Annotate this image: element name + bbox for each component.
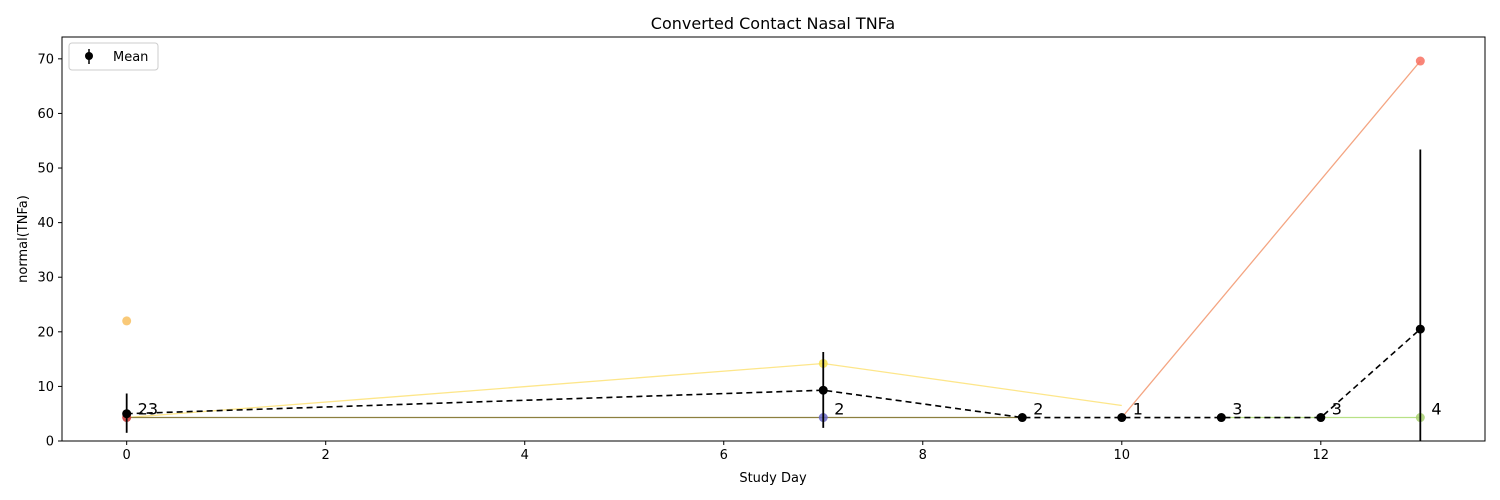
y-tick-label: 60 bbox=[37, 107, 54, 122]
mean-line bbox=[126, 328, 1421, 419]
y-tick-label: 10 bbox=[37, 380, 54, 395]
x-tick-label: 4 bbox=[521, 448, 529, 463]
x-tick-label: 2 bbox=[322, 448, 330, 463]
mean-point bbox=[1415, 324, 1425, 334]
x-tick-label: 8 bbox=[919, 448, 927, 463]
mean-point bbox=[1017, 413, 1027, 423]
x-tick-label: 10 bbox=[1114, 448, 1131, 463]
x-axis-label: Study Day bbox=[739, 471, 807, 486]
mean-point bbox=[1316, 413, 1326, 423]
mean-point bbox=[1216, 413, 1226, 423]
y-tick-label: 50 bbox=[37, 162, 54, 177]
axes-frame bbox=[61, 36, 1486, 442]
legend-mean-marker bbox=[85, 52, 93, 60]
mean-point bbox=[122, 409, 132, 419]
legend-mean-label: Mean bbox=[113, 50, 148, 65]
series-line-1 bbox=[1121, 60, 1421, 418]
legend-box bbox=[68, 42, 159, 71]
count-label: 1 bbox=[1133, 400, 1143, 419]
y-tick-label: 20 bbox=[37, 325, 54, 340]
data-point bbox=[122, 316, 132, 326]
count-label: 3 bbox=[1232, 400, 1242, 419]
chart-title: Converted Contact Nasal TNFa bbox=[651, 14, 895, 33]
count-label: 4 bbox=[1431, 400, 1441, 419]
x-tick-label: 6 bbox=[720, 448, 728, 463]
y-tick-label: 30 bbox=[37, 271, 54, 286]
y-tick-label: 0 bbox=[46, 435, 54, 450]
series-line-0 bbox=[126, 362, 1122, 419]
count-label: 23 bbox=[138, 400, 158, 419]
legend: Mean bbox=[68, 42, 159, 71]
plot-area: 23 2 2 1 3 3 4 bbox=[122, 56, 1442, 441]
count-label: 2 bbox=[834, 400, 844, 419]
count-label: 3 bbox=[1332, 400, 1342, 419]
data-point bbox=[1415, 56, 1425, 66]
y-tick-label: 40 bbox=[37, 216, 54, 231]
x-tick-label: 12 bbox=[1313, 448, 1330, 463]
x-tick-label: 0 bbox=[123, 448, 131, 463]
mean-point bbox=[1117, 413, 1127, 423]
mean-point bbox=[818, 385, 828, 395]
y-axis-label: normal(TNFa) bbox=[16, 195, 31, 283]
count-label: 2 bbox=[1033, 400, 1043, 419]
y-tick-label: 70 bbox=[37, 52, 54, 67]
